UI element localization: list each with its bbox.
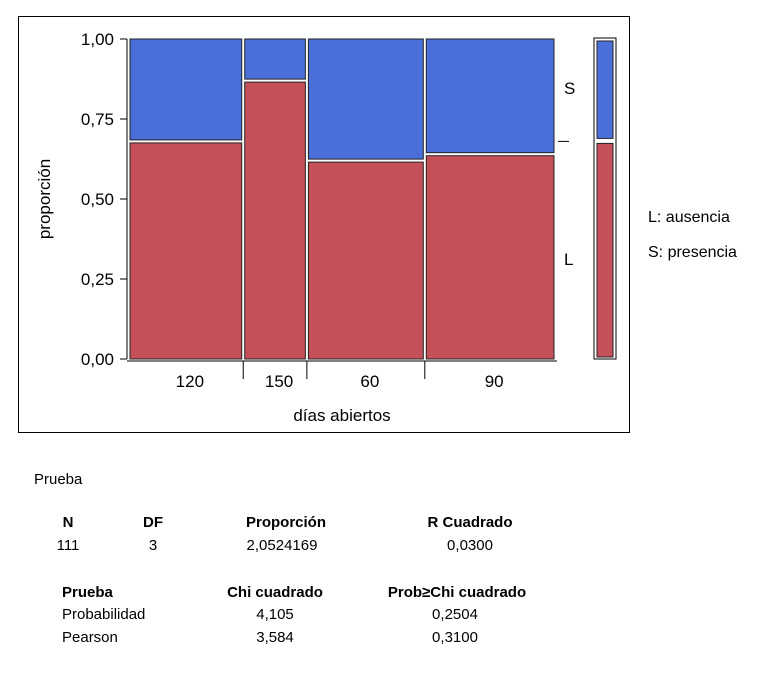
stats-title: Prueba — [34, 471, 83, 488]
summary-header-rcuadrado: R Cuadrado — [427, 514, 513, 531]
summary-value-n: 111 — [56, 537, 80, 554]
summary-header-n: N — [62, 514, 74, 531]
mosaic-cell-S — [307, 38, 424, 160]
x-tick-label: 150 — [265, 372, 293, 391]
x-axis-label: días abiertos — [293, 406, 390, 425]
mosaic-cell-L — [244, 81, 306, 360]
mosaic-cell-S — [244, 38, 306, 80]
overall-bar-L — [596, 142, 614, 358]
summary-value-rcuadrado: 0,0300 — [447, 537, 493, 554]
overall-bar-S — [596, 40, 614, 139]
test-header-chi: Chi cuadrado — [227, 584, 323, 601]
test-row-label: Pearson — [62, 629, 118, 646]
test-row-prob: 0,3100 — [432, 629, 478, 646]
x-tick-label: 120 — [176, 372, 204, 391]
test-row-prob: 0,2504 — [432, 606, 478, 623]
mosaic-cell-L — [307, 161, 424, 360]
y-tick-label: 0,25 — [81, 270, 114, 289]
mosaic-cell-S — [129, 38, 243, 141]
test-header-prob: Prob≥Chi cuadrado — [387, 584, 527, 601]
y-tick-label: 0,00 — [81, 350, 114, 369]
y-tick-label: 0,50 — [81, 190, 114, 209]
y-tick-label: 0,75 — [81, 110, 114, 129]
y-tick-label: 1,00 — [81, 30, 114, 49]
mosaic-cell-L — [425, 155, 555, 360]
overall-bar-frame — [593, 37, 617, 360]
summary-header-proporcion: Proporción — [245, 514, 327, 531]
test-header-prueba: Prueba — [62, 584, 113, 601]
summary-value-proporcion: 2,0524169 — [246, 537, 318, 554]
chart-frame: 1,00 0,75 0,50 0,25 0,00 proporción 120 150 60 90… — [18, 16, 630, 433]
series-label-L: L — [564, 250, 573, 269]
mosaic-cell-L — [129, 142, 243, 360]
x-tick-label: 90 — [485, 372, 504, 391]
mosaic-cell-S — [425, 38, 555, 154]
x-tick-label: 60 — [360, 372, 379, 391]
legend-entry-presencia: S: presencia — [648, 244, 737, 261]
y-axis-label: proporción — [35, 159, 54, 239]
test-row-label: Probabilidad — [62, 606, 146, 623]
test-row-chi: 4,105 — [256, 606, 294, 623]
series-label-S: S — [564, 79, 575, 98]
summary-header-df: DF — [143, 514, 163, 531]
summary-value-df: 3 — [148, 537, 158, 554]
test-row-chi: 3,584 — [256, 629, 294, 646]
legend-entry-ausencia: L: ausencia — [648, 209, 730, 226]
mosaic-chart: 1,00 0,75 0,50 0,25 0,00 proporción 120 150 60 90… — [35, 30, 617, 425]
